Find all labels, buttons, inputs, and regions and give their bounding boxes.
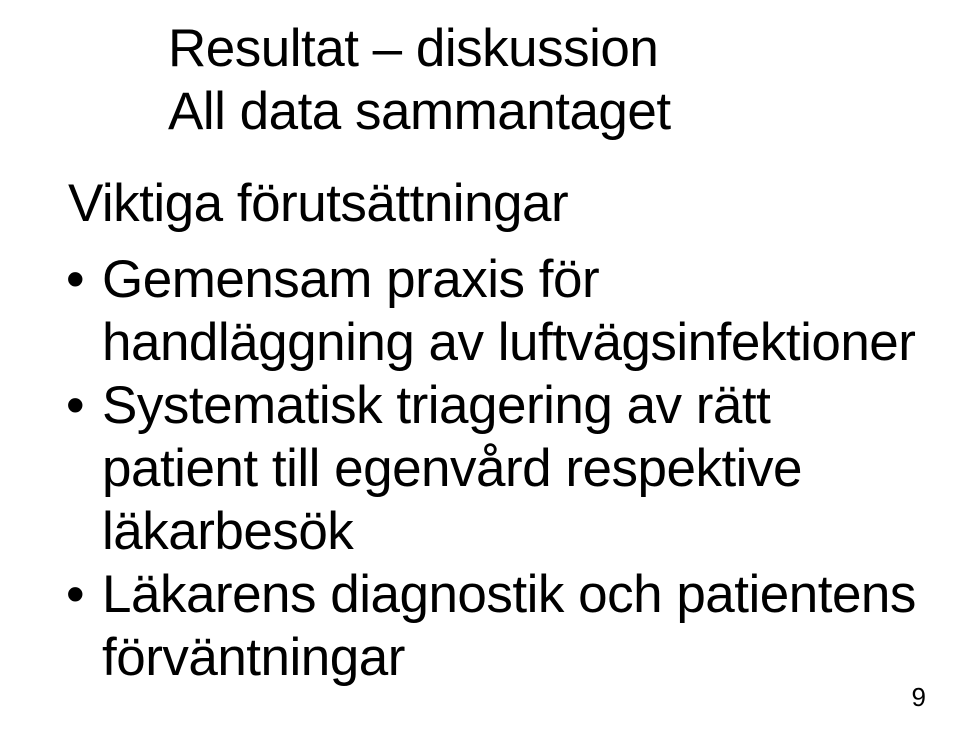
list-item: Systematisk triagering av rätt patient t… (66, 374, 920, 563)
slide-container: Resultat – diskussion All data sammantag… (0, 0, 960, 733)
title-line-2: All data sammantaget (168, 81, 920, 144)
title-line-1: Resultat – diskussion (168, 18, 920, 81)
subheading: Viktiga förutsättningar (68, 173, 920, 236)
page-number: 9 (912, 682, 926, 713)
list-item: Gemensam praxis för handläggning av luft… (66, 248, 920, 374)
title-block: Resultat – diskussion All data sammantag… (168, 18, 920, 143)
bullet-list: Gemensam praxis för handläggning av luft… (66, 248, 920, 689)
list-item: Läkarens diagnostik och patientens förvä… (66, 563, 920, 689)
